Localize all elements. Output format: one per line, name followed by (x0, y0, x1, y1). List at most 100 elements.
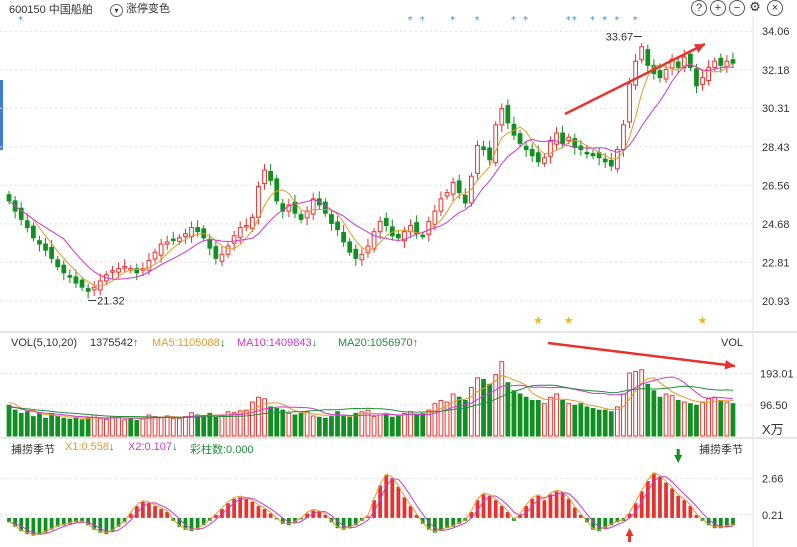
candle (687, 53, 693, 68)
oscillator-bar (232, 498, 237, 518)
signal-marker-icon: * (614, 15, 619, 26)
oscillator-bar (676, 495, 681, 518)
oscillator-bar (49, 517, 54, 530)
volume-bar (651, 390, 657, 437)
price-tick-label: 34.06 (762, 26, 790, 38)
volume-bar (633, 370, 639, 437)
volume-bar (444, 401, 450, 437)
volume-bar (541, 403, 547, 437)
oscillator-bar (706, 517, 711, 526)
help-icon[interactable]: ? (691, 0, 707, 16)
oscillator-bar (487, 495, 492, 518)
candle (158, 243, 164, 256)
volume-bar (377, 414, 383, 437)
candle (207, 238, 213, 249)
candle (572, 138, 578, 148)
candle (116, 268, 121, 273)
plus-icon[interactable]: + (710, 0, 726, 16)
candle (523, 145, 529, 151)
down-arrow-icon: ↓ (219, 337, 226, 349)
minus-icon[interactable]: − (729, 0, 745, 16)
limit-color-label: 涨停变色 (126, 3, 170, 15)
oscillator-bar (55, 517, 60, 527)
oscillator-bar (536, 495, 541, 518)
candle (18, 207, 24, 220)
candle (517, 133, 523, 144)
candle (383, 218, 389, 227)
candle (183, 233, 188, 237)
ma20-label-text: MA20:1056970 (338, 337, 413, 349)
oscillator-bar (475, 500, 480, 518)
signal-marker-icon: * (408, 15, 413, 26)
oscillator-bar (457, 517, 462, 524)
candle (49, 246, 55, 259)
gear-icon[interactable]: ⚙ (749, 0, 761, 14)
candle (30, 225, 36, 239)
volume-bar (414, 414, 420, 437)
volume-bar (718, 399, 724, 437)
oscillator-bar (469, 512, 474, 518)
volume-bar (195, 414, 201, 437)
volume-bar (298, 412, 304, 437)
oscillator-bar (664, 482, 668, 518)
volume-bar (511, 390, 517, 437)
candle (61, 264, 67, 274)
candle (164, 241, 170, 245)
candle (353, 248, 359, 259)
volume-bar (43, 417, 48, 437)
oscillator-bar (481, 494, 486, 518)
chevron-down-icon: ▾ (110, 4, 123, 17)
oscillator-bar (372, 500, 376, 518)
volume-bar (176, 417, 182, 437)
candle (456, 180, 462, 194)
stock-title: 600150 中国船舶 (9, 1, 93, 17)
oscillator-bar (378, 485, 383, 518)
ma10-label: MA10:1409843↓ (237, 337, 317, 349)
volume-bar (67, 418, 73, 437)
low-price-label: 21.32 (97, 295, 125, 307)
volume-bar (663, 393, 669, 437)
oscillator-bar (451, 517, 456, 527)
candle (73, 276, 79, 284)
volume-bar (572, 404, 578, 437)
candle (79, 279, 85, 288)
volume-bar (645, 383, 651, 437)
volume-bar (694, 404, 699, 437)
volume-bar (621, 393, 626, 437)
up-arrow-icon: ↑ (412, 337, 419, 349)
signal-marker-icon: * (18, 15, 23, 26)
candle (231, 235, 237, 244)
candle (347, 241, 353, 253)
volume-bar (274, 408, 280, 437)
volume-bar (335, 411, 340, 437)
candle (122, 266, 128, 269)
candle (377, 220, 383, 233)
high-price-label: 33.67 (606, 32, 634, 44)
oscillator-bar (177, 517, 182, 527)
volume-bar (310, 415, 316, 437)
candle (225, 245, 231, 255)
volume-bar (426, 409, 432, 437)
oscillator-bar (366, 516, 370, 518)
volume-bar (687, 403, 693, 437)
volume-bar (383, 412, 389, 437)
limit-color-toggle[interactable]: ▾ 涨停变色 (110, 0, 170, 17)
close-icon[interactable]: × (767, 0, 783, 16)
candle (414, 222, 420, 235)
candle (602, 158, 608, 163)
candle (152, 251, 158, 260)
volume-value-text: 1375542 (90, 337, 133, 349)
volume-bar (30, 416, 36, 437)
candle (55, 259, 61, 268)
candle (608, 159, 614, 167)
up-arrow-icon: ↑ (132, 337, 139, 349)
candle (249, 216, 255, 229)
x1-label-text: X1:0.558 (65, 441, 110, 453)
candle (633, 60, 639, 86)
oscillator-bar (585, 517, 589, 523)
oscillator-bar (153, 506, 157, 518)
signal-marker-icon: * (511, 15, 516, 26)
candle (298, 214, 304, 220)
oscillator-bar (390, 478, 395, 518)
volume-bar (316, 416, 322, 437)
